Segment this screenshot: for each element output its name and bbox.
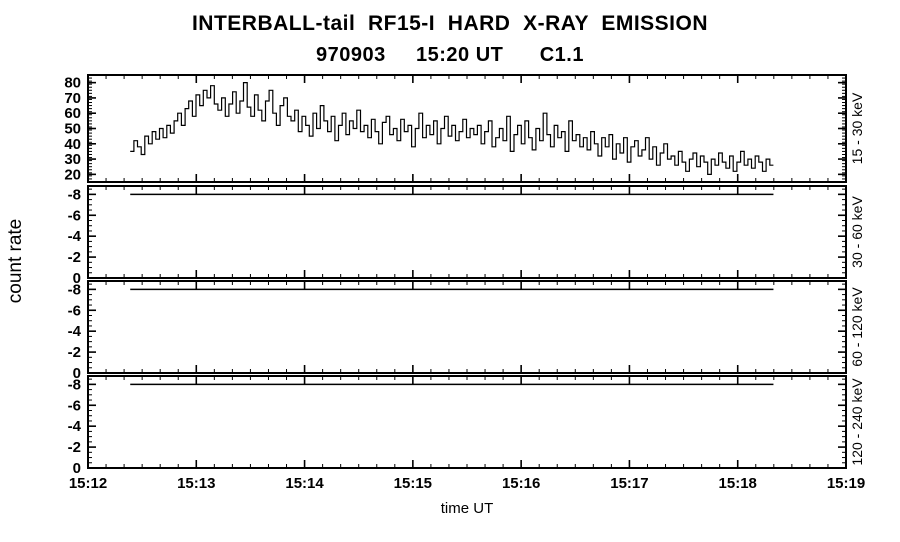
x-tick-label: 15:14 xyxy=(285,475,324,492)
y-tick-label: -4 xyxy=(68,418,82,435)
panel-right-label: 120 - 240 keV xyxy=(849,378,865,466)
y-tick-label: 80 xyxy=(64,75,81,92)
panel-frame xyxy=(87,185,847,279)
y-tick-label: -2 xyxy=(68,344,81,361)
y-tick-label: 60 xyxy=(64,105,81,122)
y-tick-label: 0 xyxy=(73,460,81,477)
panel-frame xyxy=(87,375,847,469)
x-axis-title: time UT xyxy=(440,500,494,517)
y-tick-label: -4 xyxy=(68,228,82,245)
data-series-step-line xyxy=(130,82,774,175)
y-tick-label: -4 xyxy=(68,323,82,340)
y-tick-label: -6 xyxy=(68,207,81,224)
chart-subtitle: 970903 15:20 UT C1.1 xyxy=(316,44,584,66)
x-tick-label: 15:19 xyxy=(827,475,865,492)
x-tick-label: 15:15 xyxy=(394,475,432,492)
y-tick-label: 30 xyxy=(64,151,81,168)
y-tick-label: -2 xyxy=(68,439,81,456)
y-tick-label: -8 xyxy=(68,186,81,203)
x-tick-label: 15:16 xyxy=(502,475,540,492)
y-tick-label: -6 xyxy=(68,302,81,319)
y-tick-label: 40 xyxy=(64,136,81,153)
panel-right-label: 30 - 60 keV xyxy=(849,196,865,268)
y-tick-label: 70 xyxy=(64,90,81,107)
x-tick-label: 15:18 xyxy=(719,475,757,492)
y-tick-label: -6 xyxy=(68,397,81,414)
y-tick-label: 0 xyxy=(73,270,81,287)
y-tick-label: -8 xyxy=(68,376,81,393)
x-tick-label: 15:12 xyxy=(69,475,107,492)
panel-right-label: 15 - 30 keV xyxy=(849,92,865,164)
panel-right-label: 60 - 120 keV xyxy=(849,287,865,367)
y-tick-label: 0 xyxy=(73,365,81,382)
y-tick-label: -2 xyxy=(68,249,81,266)
x-tick-label: 15:13 xyxy=(177,475,215,492)
y-tick-label: 20 xyxy=(64,166,81,183)
x-tick-label: 15:17 xyxy=(610,475,648,492)
y-tick-label: -8 xyxy=(68,281,81,298)
panel-frame xyxy=(87,280,847,374)
chart-title: INTERBALL-tail RF15-I HARD X-RAY EMISSIO… xyxy=(191,12,709,35)
y-tick-label: 50 xyxy=(64,121,81,138)
